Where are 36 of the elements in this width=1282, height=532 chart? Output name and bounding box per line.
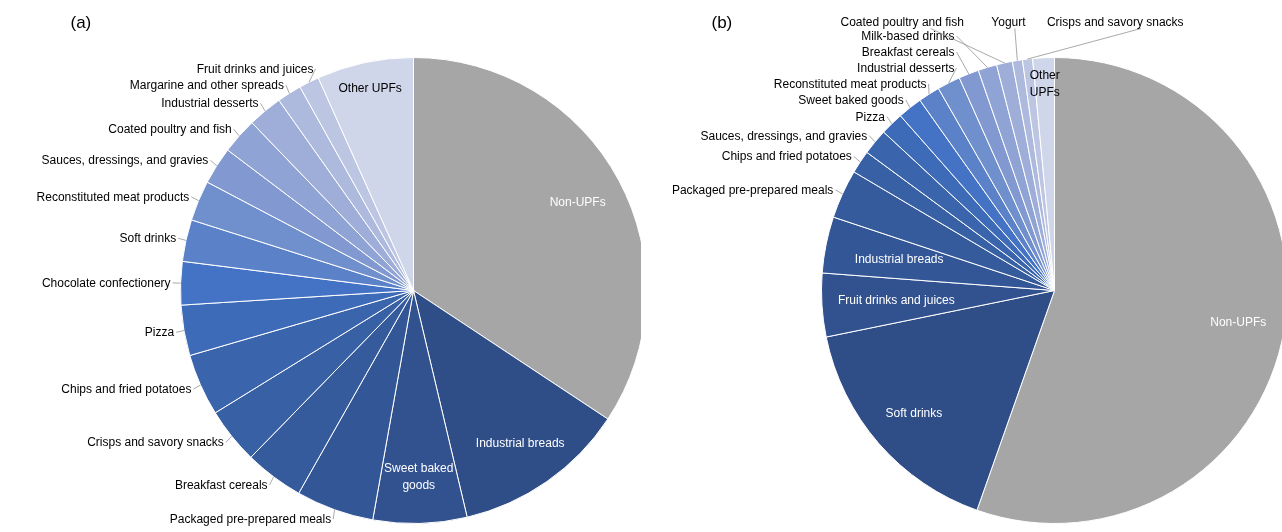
slice-label: Chips and fried potatoes	[61, 382, 192, 397]
slice-label: Crisps and savory snacks	[1046, 14, 1184, 29]
chart-title: (a)	[70, 13, 92, 32]
slice-label: Sauces, dressings, and gravies	[700, 128, 868, 143]
slice-label: Milk-based drinks	[861, 28, 955, 43]
slice-label: Sweet baked goods	[798, 92, 904, 107]
slice-label: Margarine and other spreads	[129, 77, 284, 92]
slice-label: Industrial desserts	[857, 60, 955, 75]
slice-label: Soft drinks	[119, 231, 177, 246]
slice-label: Coated poultry and fish	[108, 122, 232, 137]
slice-label: Breakfast cereals	[861, 44, 955, 59]
slice-label: Crisps and savory snacks	[87, 435, 224, 450]
slice-label: Reconstituted meat products	[773, 76, 927, 91]
slice-label: Industrial desserts	[161, 96, 259, 111]
slice-label: Non-UPFs	[1210, 314, 1267, 329]
slice-label: Yogurt	[991, 14, 1027, 29]
slice-label: Packaged pre-prepared meals	[169, 512, 332, 527]
slice-label: Packaged pre-prepared meals	[671, 182, 834, 197]
slice-label: Non-UPFs	[549, 195, 606, 210]
slice-label: Reconstituted meat products	[36, 189, 190, 204]
slice-label: Other UPFs	[1029, 67, 1060, 99]
slice-label: Sweet baked goods	[384, 461, 454, 493]
slice-label: Sauces, dressings, and gravies	[41, 153, 209, 168]
slice-label: Soft drinks	[885, 405, 943, 420]
slice-label: Chips and fried potatoes	[721, 149, 852, 164]
slice-label: Chocolate confectionery	[41, 275, 171, 290]
slice-label: Coated poultry and fish	[840, 14, 964, 29]
slice-label: Fruit drinks and juices	[838, 293, 955, 308]
slice-label: Pizza	[855, 109, 886, 124]
slice-label: Industrial breads	[475, 436, 565, 451]
slice-label: Pizza	[144, 325, 175, 340]
slice-label: Fruit drinks and juices	[196, 61, 314, 76]
slice-label: Breakfast cereals	[174, 477, 268, 492]
slice-label: Industrial breads	[854, 252, 944, 267]
chart-title: (b)	[711, 13, 733, 32]
slice-label: Other UPFs	[338, 80, 402, 95]
